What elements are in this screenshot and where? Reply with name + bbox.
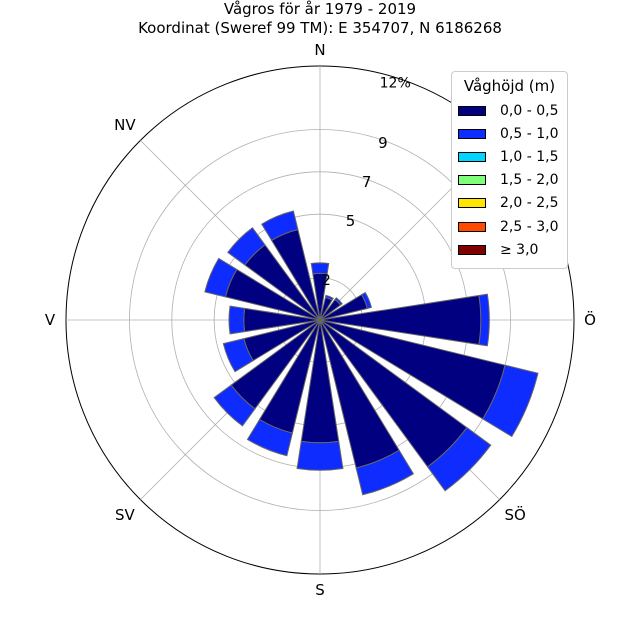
bar-SSÖ-1 — [355, 449, 415, 496]
bar-VNV-1 — [204, 257, 238, 298]
legend-label: 0,5 - 1,0 — [500, 125, 559, 142]
legend-item: 0,0 - 0,5 — [452, 99, 567, 122]
legend-item: 2,5 - 3,0 — [452, 215, 567, 238]
bar-NÖ-1 — [334, 297, 343, 306]
radial-tick-label: 7 — [362, 173, 372, 191]
bar-ÖSÖ-1 — [482, 364, 539, 438]
bar-ÖNÖ-1 — [360, 291, 373, 310]
bar-S-1 — [296, 440, 344, 471]
radial-tick-label: 2 — [321, 271, 331, 289]
radial-tick-label: 12% — [380, 75, 411, 91]
bar-SV-1 — [213, 384, 256, 427]
legend-label: 1,0 - 1,5 — [500, 148, 559, 165]
legend-swatch — [458, 151, 486, 162]
compass-label-N: N — [314, 41, 325, 59]
legend-swatch — [458, 221, 486, 232]
legend-item: 1,0 - 1,5 — [452, 145, 567, 168]
bar-NV-1 — [227, 227, 266, 266]
legend-item: 2,0 - 2,5 — [452, 192, 567, 215]
legend-item: ≥ 3,0 — [452, 238, 567, 261]
chart-subtitle: Koordinat (Sweref 99 TM): E 354707, N 61… — [138, 19, 502, 37]
compass-label-SV: SV — [115, 506, 136, 524]
legend-swatch — [458, 128, 486, 139]
legend-swatch — [458, 105, 486, 116]
legend-title: Våghöjd (m) — [463, 77, 556, 95]
legend-label: 1,5 - 2,0 — [500, 172, 559, 189]
radial-tick-label: 9 — [378, 134, 388, 152]
radial-tick-label: 5 — [346, 212, 356, 230]
bar-SSV-1 — [246, 418, 293, 457]
legend-label: 2,0 - 2,5 — [500, 195, 559, 212]
bar-V-1 — [228, 305, 246, 335]
bar-NNÖ-1 — [324, 294, 334, 301]
bar-NNV-1 — [261, 210, 299, 242]
bar-N-1 — [310, 262, 330, 275]
legend-swatch — [458, 175, 486, 186]
legend-label: 2,5 - 3,0 — [500, 218, 559, 235]
legend-label: ≥ 3,0 — [500, 241, 539, 258]
chart-title: Vågros för år 1979 - 2019 — [223, 0, 417, 18]
bar-SÖ-1 — [426, 426, 492, 492]
legend: Våghöjd (m) 0,0 - 0,5 0,5 - 1,0 1,0 - 1,5 1… — [451, 71, 568, 269]
legend-item: 0,5 - 1,0 — [452, 122, 567, 145]
compass-label-NV: NV — [114, 116, 136, 134]
legend-swatch — [458, 198, 486, 209]
wave-bars — [204, 210, 539, 496]
legend-label: 0,0 - 0,5 — [500, 102, 559, 119]
compass-label-V: V — [45, 311, 56, 329]
bar-VSV-1 — [222, 337, 254, 373]
bar-Ö-1 — [478, 293, 490, 347]
legend-swatch — [458, 244, 486, 255]
compass-label-SÖ: SÖ — [504, 505, 525, 524]
compass-label-Ö: Ö — [584, 310, 596, 329]
legend-item: 1,5 - 2,0 — [452, 169, 567, 192]
compass-label-S: S — [315, 581, 325, 599]
